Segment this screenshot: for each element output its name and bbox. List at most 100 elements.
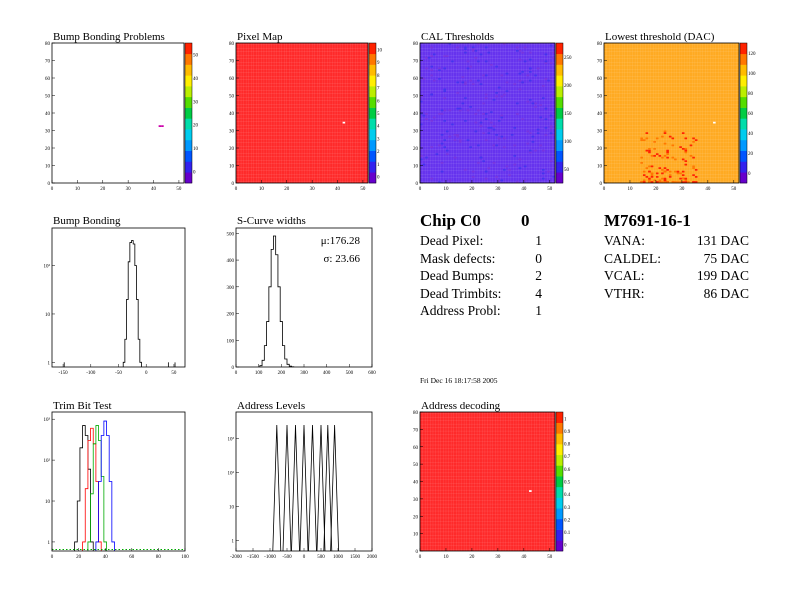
heatmap-cell [655,181,659,183]
heatmap-cell [500,135,504,138]
y-tick-label: 80 [413,42,419,47]
y-tick-label: 0 [416,550,419,555]
heatmap-cell [464,46,467,49]
heatmap-cell [466,67,470,70]
heatmap-cell [544,60,548,63]
heatmap-cell [645,137,649,140]
y-tick-label: 40 [413,481,419,486]
heatmap-cell [464,169,467,171]
palette-tick-label: 20 [193,124,199,129]
y-tick-label: 80 [45,42,51,47]
x-tick-label: 40 [521,555,527,560]
palette-step [369,129,376,141]
palette-tick-label: 200 [564,84,572,89]
y-tick-label: 10 [229,165,235,170]
heatmap-cell [474,130,478,133]
palette-tick-label: 30 [193,100,199,105]
heatmap-cell [642,179,646,182]
heatmap-cell [526,100,530,103]
heatmap-cell [445,153,449,155]
heatmap-cell [653,141,656,143]
x-tick-label: 20 [100,187,106,192]
heatmap-cell [484,118,488,120]
heatmap-cell [650,172,654,175]
heatmap-cell [471,170,475,173]
palette-tick-label: 0.3 [564,506,571,511]
palette-step [556,508,563,520]
y-tick-label: 10² [44,264,51,270]
x-tick-label: 0 [235,371,238,376]
heatmap-cell [420,123,423,126]
heatmap-cell [534,74,537,77]
heatmap-cell [422,163,426,166]
x-tick-label: -100 [86,371,96,376]
heatmap-cell [692,174,695,176]
heatmap-cell [681,170,685,173]
heatmap-cell [523,165,527,168]
heatmap-cell [663,132,667,134]
heatmap-cell [438,181,441,183]
heatmap-cell [679,177,682,180]
y-tick-label: 50 [597,95,603,100]
chart-title: Pixel Map [237,31,283,43]
heatmap-cell [684,137,688,140]
heatmap-cell [440,162,444,164]
y-tick-label: 70 [45,60,51,65]
heatmap-cell [547,79,550,82]
heatmap-cell [443,146,446,148]
heatmap-cell [422,78,426,80]
heatmap-cell [529,67,532,70]
heatmap-cell [484,97,488,99]
heatmap-cell [448,43,452,45]
palette-step [556,118,563,130]
heatmap-cell [479,53,483,56]
plot-frame [51,227,186,368]
chart-trim-bit-test: Trim Bit Test 0 20 40 60 80 100 1 10 10² 10³ [44,400,190,560]
heatmap-cell [482,74,485,77]
heatmap-cell [523,46,527,49]
y-tick-label: 30 [45,130,51,135]
chart-title: Bump Bonding Problems [53,31,165,43]
heatmap-cell [516,113,519,115]
palette-tick-label: 2 [377,150,380,155]
heatmap-cell [500,74,504,77]
heatmap-cell [430,74,433,77]
heatmap-cell [500,179,504,182]
heatmap-cell [458,139,462,141]
y-tick-label: 30 [413,498,419,503]
summary-value: 1 [535,303,542,318]
heatmap-cell [661,172,664,175]
heatmap-cell [666,151,669,154]
x-tick-label: 10 [627,187,633,192]
heatmap-cell [663,130,667,133]
x-tick-label: 0 [419,555,422,560]
heatmap-cell [484,46,488,49]
heatmap-cell [503,93,506,96]
palette-step [556,444,563,456]
chart-bump-bonding-hist: Bump Bonding -150 -100 -50 0 50 1 10 10² [44,215,186,376]
heatmap-cell [451,123,454,126]
heatmap-cell [542,177,545,180]
address-peak [323,424,333,552]
module-title: M7691-16-1 [604,211,691,230]
heatmap-cell [458,109,462,112]
palette-step [556,86,563,98]
heatmap-cell [456,107,459,110]
palette-step [369,107,376,119]
palette-step [185,96,192,108]
summary-row: VTHR: 86 DAC [604,286,754,304]
y-tick-label: 80 [413,411,419,416]
palette-tick-label: 10 [193,147,199,152]
heatmap-cell [490,64,493,66]
heatmap-cell [674,158,677,161]
heatmap-cell [640,137,643,140]
heatmap-cell [482,113,485,115]
palette-step [740,75,747,87]
heatmap-cell [544,134,548,136]
module-summary: M7691-16-1 VANA: 131 DAC CALDEL: 75 DAC VCAL… [604,211,754,303]
summary-label: VANA: [604,233,646,248]
heatmap-cell [443,97,446,99]
heatmap-cell [529,99,532,101]
x-tick-label: 20 [469,187,475,192]
x-tick-label: 50 [176,187,182,192]
